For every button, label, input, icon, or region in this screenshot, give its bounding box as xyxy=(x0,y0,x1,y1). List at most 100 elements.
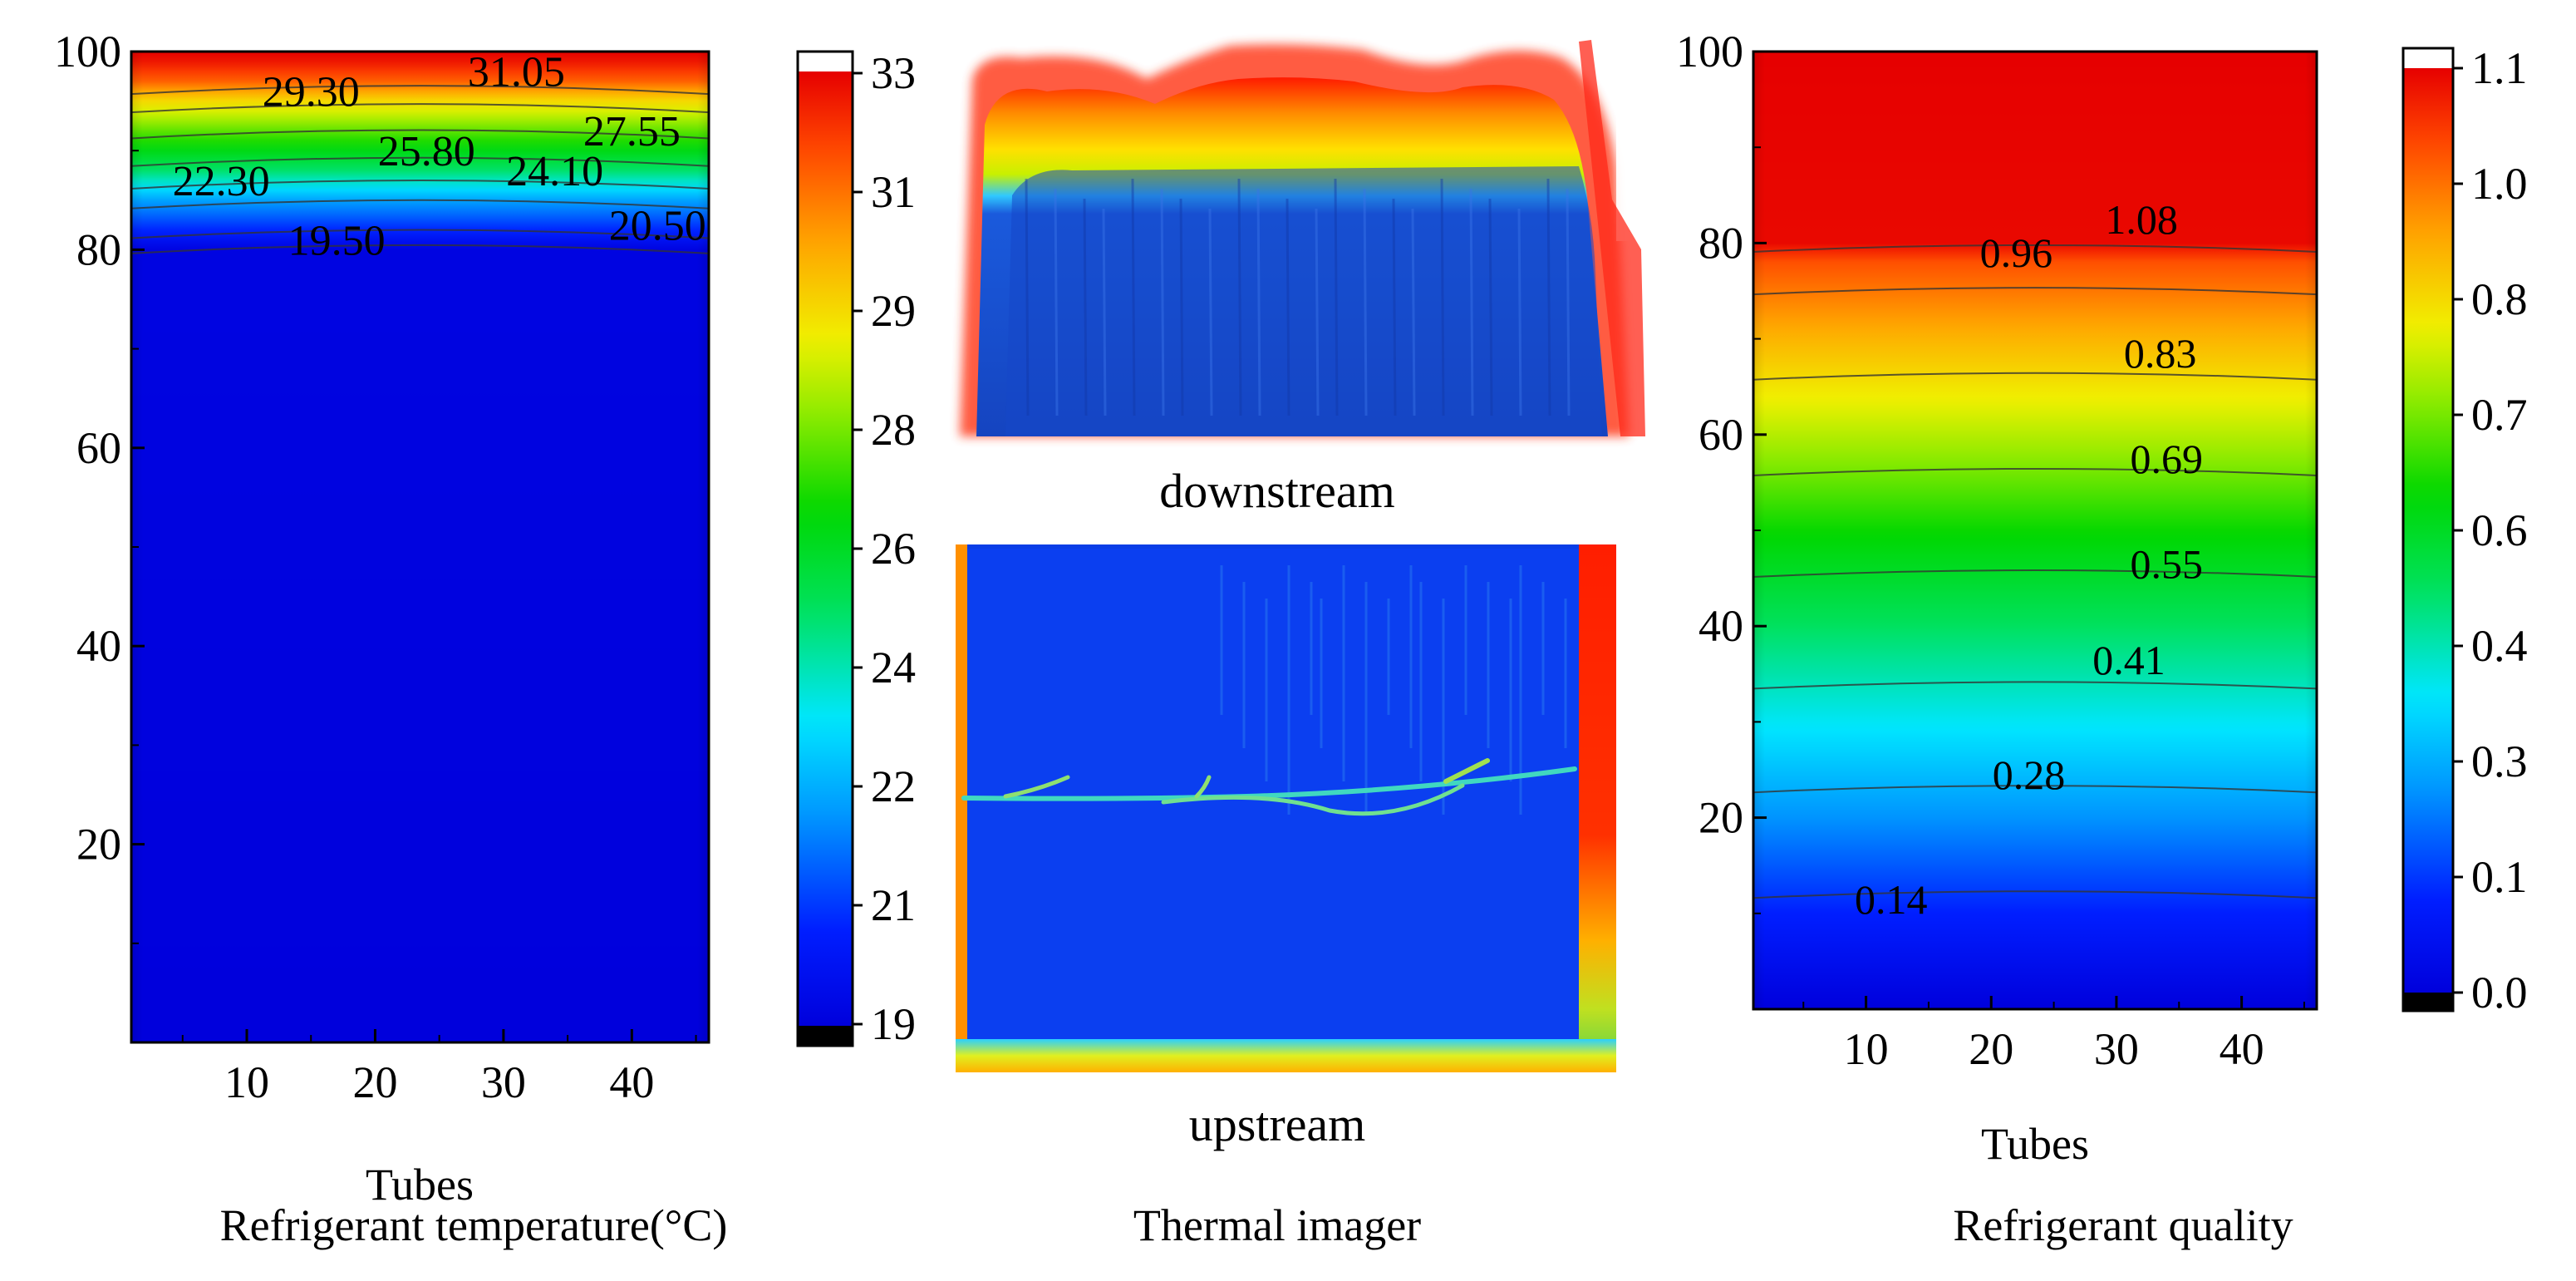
contour-label: 0.28 xyxy=(1993,751,2066,798)
thermal-upstream-wire-loop xyxy=(1161,783,1465,816)
x-tick-label: 40 xyxy=(609,1057,654,1107)
x-tick-label: 40 xyxy=(2220,1024,2264,1074)
colorbar-tick-label: 0.0 xyxy=(2471,968,2528,1017)
temperature-y-axis: 20 40 60 80 100 xyxy=(54,27,145,944)
quality-colorbar-gradient xyxy=(2403,68,2453,993)
quality-colorbar-overflow xyxy=(2403,48,2453,68)
fin-streak xyxy=(1363,188,1368,416)
colorbar-tick-label: 0.4 xyxy=(2471,621,2528,671)
thermal-upstream-image xyxy=(956,544,1616,1072)
thermal-upstream-wire-tip-c xyxy=(1443,758,1490,784)
fin-streak xyxy=(1411,208,1416,416)
thermal-downstream-cold-core xyxy=(1005,166,1602,436)
contour-label: 20.50 xyxy=(609,202,706,249)
y-tick-label: 100 xyxy=(54,27,121,76)
contour-label: 19.50 xyxy=(288,217,386,264)
y-tick-label: 60 xyxy=(76,423,121,473)
colorbar-tick-label: 31 xyxy=(871,167,916,217)
temperature-edge-shade-right xyxy=(697,52,709,1042)
contour-label: 1.08 xyxy=(2105,196,2178,243)
x-tick-label: 10 xyxy=(224,1057,269,1107)
contour-label: 0.14 xyxy=(1855,876,1928,923)
contour-label: 0.41 xyxy=(2092,637,2166,683)
quality-x-axis: 10 20 30 40 xyxy=(1802,996,2305,1074)
quality-edge-shade-right xyxy=(2305,52,2317,1009)
colorbar-tick-label: 26 xyxy=(871,524,916,574)
colorbar-tick-label: 1.1 xyxy=(2471,43,2528,93)
x-tick-label: 20 xyxy=(352,1057,397,1107)
thermal-upstream-wires xyxy=(961,758,1577,816)
contour-line xyxy=(130,244,710,254)
temperature-colorbar-overflow xyxy=(798,52,853,71)
contour-label: 27.55 xyxy=(583,108,681,155)
temperature-contour-lines xyxy=(130,85,710,254)
quality-colorbar-ticks: 0.0 0.1 0.3 0.4 0.6 0.7 0.8 1.0 1.1 xyxy=(2453,43,2528,1017)
fin-streak xyxy=(1208,208,1213,416)
fin-streak xyxy=(1256,188,1261,416)
colorbar-tick-label: 29 xyxy=(871,286,916,336)
thermal-downstream-right-edge xyxy=(1579,40,1645,436)
fin-streak xyxy=(1566,188,1571,416)
fin-streak xyxy=(1083,198,1088,416)
contour-line xyxy=(1753,890,2318,899)
colorbar-tick-label: 1.0 xyxy=(2471,159,2528,209)
fin-streak xyxy=(1546,178,1551,416)
quality-chart-title: Refrigerant quality xyxy=(1953,1200,2293,1250)
colorbar-tick-label: 19 xyxy=(871,999,916,1049)
x-tick-label: 20 xyxy=(1969,1024,2013,1074)
temperature-chart: 29.30 31.05 27.55 25.80 24.10 22.30 19.50 20.50… xyxy=(54,27,727,1250)
colorbar-tick-label: 24 xyxy=(871,643,916,692)
x-tick-label: 10 xyxy=(1844,1024,1889,1074)
contour-label: 24.10 xyxy=(506,148,603,195)
temperature-colorbar-ticks: 19 21 22 24 26 28 29 31 33 xyxy=(853,48,916,1049)
fin-streak xyxy=(1237,178,1242,416)
fin-streak xyxy=(1315,208,1320,416)
y-tick-label: 20 xyxy=(76,820,121,870)
thermal-downstream-fin-streaks xyxy=(1025,178,1571,416)
y-tick-label: 80 xyxy=(1698,218,1743,268)
fin-streak xyxy=(1286,198,1290,416)
contour-line xyxy=(1753,244,2318,253)
contour-line xyxy=(1753,681,2318,690)
temperature-field xyxy=(131,52,709,1042)
contour-label: 29.30 xyxy=(263,69,360,116)
temperature-x-axis-label: Tubes xyxy=(366,1160,474,1210)
fin-streak xyxy=(1334,178,1339,416)
contour-label: 0.96 xyxy=(1980,229,2053,276)
contour-line xyxy=(130,156,710,167)
quality-y-axis: 20 40 60 80 100 xyxy=(1676,27,1767,914)
thermal-upstream-wire-tip-a xyxy=(1003,775,1070,799)
fin-streak xyxy=(1102,208,1107,416)
fin-streak xyxy=(1054,188,1059,416)
thermal-downstream-image xyxy=(960,40,1645,437)
x-tick-label: 30 xyxy=(2094,1024,2139,1074)
colorbar-tick-label: 0.1 xyxy=(2471,852,2528,902)
colorbar-tick-label: 0.3 xyxy=(2471,737,2528,786)
x-tick-label: 30 xyxy=(481,1057,526,1107)
fin-streak xyxy=(1440,178,1445,416)
contour-label: 25.80 xyxy=(378,128,475,175)
thermal-upstream-right-edge xyxy=(1579,544,1616,1072)
temperature-x-axis: 10 20 30 40 xyxy=(181,1029,697,1107)
contour-line xyxy=(130,85,710,96)
contour-line xyxy=(1753,569,2318,578)
fin-streak xyxy=(1131,178,1136,416)
quality-field xyxy=(1753,52,2317,1009)
colorbar-tick-label: 28 xyxy=(871,405,916,455)
y-tick-label: 100 xyxy=(1676,27,1743,76)
y-tick-label: 60 xyxy=(1698,410,1743,460)
thermal-upstream-bottom-edge xyxy=(956,1039,1616,1072)
quality-chart: 1.08 0.96 0.83 0.69 0.55 0.41 0.28 0.14 20 40 60 8… xyxy=(1676,27,2318,1250)
fin-streak xyxy=(1025,178,1030,416)
temperature-colorbar-underflow xyxy=(798,1026,853,1046)
contour-line xyxy=(130,129,710,140)
thermal-upstream-label: upstream xyxy=(1189,1097,1366,1151)
temperature-chart-title: Refrigerant temperature(°C) xyxy=(220,1200,728,1250)
fin-streak xyxy=(1392,198,1397,416)
y-tick-label: 20 xyxy=(1698,793,1743,843)
thermal-imager: downstream upstream Thermal imager xyxy=(956,40,1645,1250)
colorbar-tick-label: 22 xyxy=(871,761,916,811)
contour-line xyxy=(130,103,710,114)
quality-contour-labels: 1.08 0.96 0.83 0.69 0.55 0.41 0.28 0.14 xyxy=(1855,196,2203,923)
